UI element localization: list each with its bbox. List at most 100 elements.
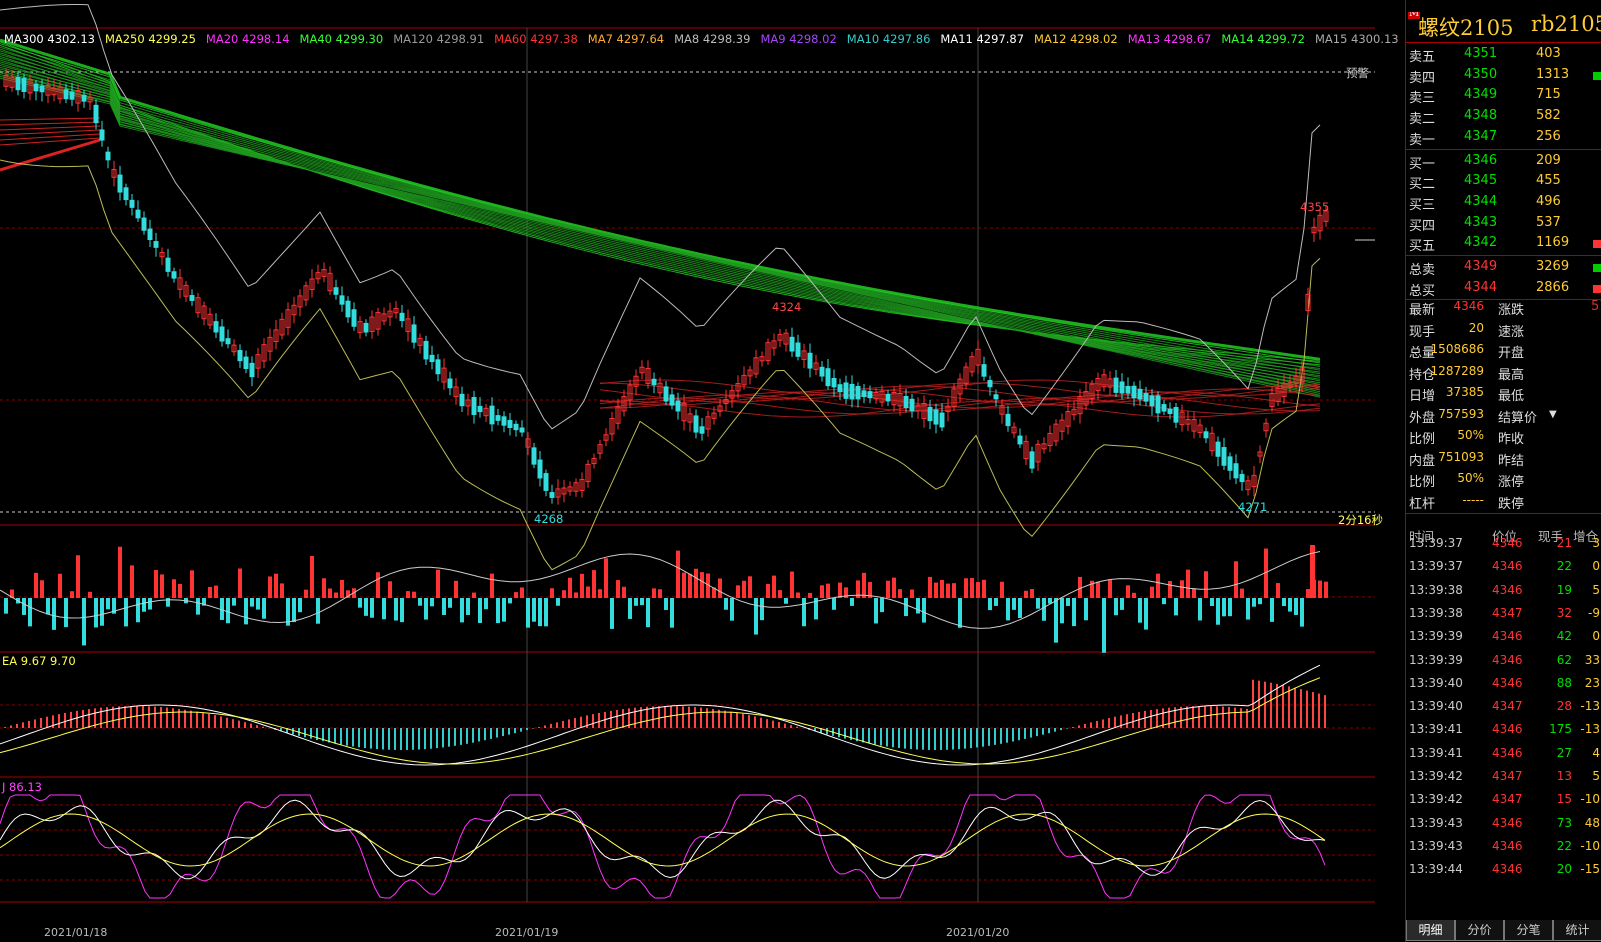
ask-price[interactable]: 4348: [1464, 108, 1498, 124]
tick-oi-change: 5: [1592, 582, 1600, 597]
macd-bar: [826, 728, 828, 735]
bid-row[interactable]: 买一 4346 209: [1406, 151, 1601, 172]
macd-bar: [40, 718, 42, 728]
candle-body: [393, 307, 399, 314]
volume-bar: [1030, 589, 1034, 598]
tick-row[interactable]: 13:39:37 4346 21 3: [1406, 533, 1601, 556]
volume-bar: [796, 592, 800, 598]
candle-body: [147, 228, 153, 241]
tick-row[interactable]: 13:39:41 4346 27 4: [1406, 743, 1601, 766]
volume-bar: [622, 586, 626, 598]
macd-bar: [82, 709, 84, 728]
warning-label[interactable]: 预警: [1346, 66, 1369, 80]
volume-bar: [940, 579, 944, 598]
macd-bar: [250, 723, 252, 728]
bid-price[interactable]: 4346: [1464, 152, 1498, 168]
tick-row[interactable]: 13:39:38 4347 32 -9: [1406, 603, 1601, 626]
macd-bar: [1024, 728, 1026, 739]
candle-body: [759, 356, 765, 362]
bid-row[interactable]: 买三 4344 496: [1406, 192, 1601, 213]
candle-body: [231, 344, 237, 353]
tab-3[interactable]: 统计: [1553, 920, 1601, 941]
macd-bar: [412, 728, 414, 750]
ask-price[interactable]: 4351: [1464, 46, 1498, 61]
macd-bar: [682, 706, 684, 728]
tick-row[interactable]: 13:39:43 4346 22 -10: [1406, 836, 1601, 859]
ask-row[interactable]: 卖五 4351 403: [1406, 44, 1601, 65]
candle-body: [927, 406, 933, 422]
candle-body: [435, 359, 441, 375]
tick-header-price: 价位: [1492, 529, 1518, 544]
macd-bar: [388, 728, 390, 750]
tab-0[interactable]: 明细: [1406, 920, 1455, 941]
ma-line: [0, 138, 101, 172]
kline-chart-area[interactable]: MA300 4302.13 MA250 4299.25 MA20 4298.14 MA…: [0, 0, 1405, 942]
tick-row[interactable]: 13:39:42 4347 15 -10: [1406, 789, 1601, 812]
macd-bar: [106, 707, 108, 728]
bid-price[interactable]: 4343: [1464, 214, 1498, 230]
candle-body: [1125, 385, 1131, 394]
volume-bar: [856, 580, 860, 598]
ask-price[interactable]: 4347: [1464, 128, 1498, 144]
candle-body: [141, 217, 147, 231]
tick-row[interactable]: 13:39:39 4346 62 33: [1406, 650, 1601, 673]
volume-bar: [952, 583, 956, 598]
volume-bar: [322, 578, 326, 598]
tick-header-vol: 现手: [1538, 529, 1564, 544]
bid-row[interactable]: 买五 4342 1169: [1406, 233, 1601, 254]
ask-price[interactable]: 4350: [1464, 66, 1498, 82]
tick-row[interactable]: 13:39:43 4346 73 48: [1406, 813, 1601, 836]
tab-1[interactable]: 分价: [1455, 920, 1504, 941]
chart-canvas[interactable]: [0, 0, 1405, 942]
bid-price[interactable]: 4345: [1464, 173, 1498, 189]
candle-body: [1017, 435, 1023, 445]
macd-bar: [244, 722, 246, 728]
tick-row[interactable]: 13:39:42 4347 13 5: [1406, 766, 1601, 789]
candle-body: [741, 374, 747, 386]
total-label: 总卖: [1409, 263, 1436, 278]
tab-2[interactable]: 分笔: [1504, 920, 1553, 941]
bid-row[interactable]: 买二 4345 455: [1406, 171, 1601, 192]
volume-bar: [958, 598, 962, 628]
volume-bar: [1318, 580, 1322, 598]
macd-bar: [544, 725, 546, 728]
tick-time: 13:39:44: [1409, 862, 1463, 877]
stat-key-2: 昨结: [1498, 453, 1525, 469]
tick-row[interactable]: 13:39:37 4346 22 0: [1406, 556, 1601, 579]
candle-body: [849, 383, 855, 400]
ask-price[interactable]: 4349: [1464, 87, 1498, 103]
ma-legend-item: MA9 4298.02: [760, 32, 837, 46]
macd-bar: [1318, 693, 1320, 728]
stat-key-2: 速涨: [1498, 324, 1525, 340]
candle-body: [105, 151, 111, 161]
macd-bar: [598, 712, 600, 728]
tick-row[interactable]: 13:39:40 4347 28 -13: [1406, 696, 1601, 719]
bid-price[interactable]: 4342: [1464, 235, 1498, 251]
ask-row[interactable]: 卖二 4348 582: [1406, 106, 1601, 127]
candle-body: [1023, 440, 1029, 460]
candle-body: [1005, 413, 1011, 427]
tick-row[interactable]: 13:39:39 4346 42 0: [1406, 626, 1601, 649]
volume-bar: [268, 576, 272, 598]
macd-bar: [262, 726, 264, 728]
ask-row[interactable]: 卖四 4350 1313: [1406, 65, 1601, 86]
chevron-down-icon[interactable]: ▼: [1549, 408, 1557, 420]
candle-body: [813, 362, 819, 370]
tick-row[interactable]: 13:39:38 4346 19 5: [1406, 580, 1601, 603]
stat-value: 50%: [1457, 428, 1484, 442]
bid-row[interactable]: 买四 4343 537: [1406, 213, 1601, 234]
tick-row[interactable]: 13:39:40 4346 88 23: [1406, 673, 1601, 696]
candle-body: [399, 312, 405, 322]
macd-bar: [112, 706, 114, 728]
macd-bar: [1276, 683, 1278, 728]
tick-row[interactable]: 13:39:44 4346 20 -15: [1406, 859, 1601, 882]
volume-bar: [910, 589, 914, 598]
stat-key-2[interactable]: 结算价: [1498, 410, 1538, 426]
tick-row[interactable]: 13:39:41 4346 175 -13: [1406, 719, 1601, 742]
bid-price[interactable]: 4344: [1464, 193, 1498, 209]
candle-body: [513, 423, 519, 431]
ask-row[interactable]: 卖一 4347 256: [1406, 127, 1601, 148]
tick-time: 13:39:40: [1409, 675, 1463, 690]
macd-bar: [10, 725, 12, 728]
ask-row[interactable]: 卖三 4349 715: [1406, 85, 1601, 106]
